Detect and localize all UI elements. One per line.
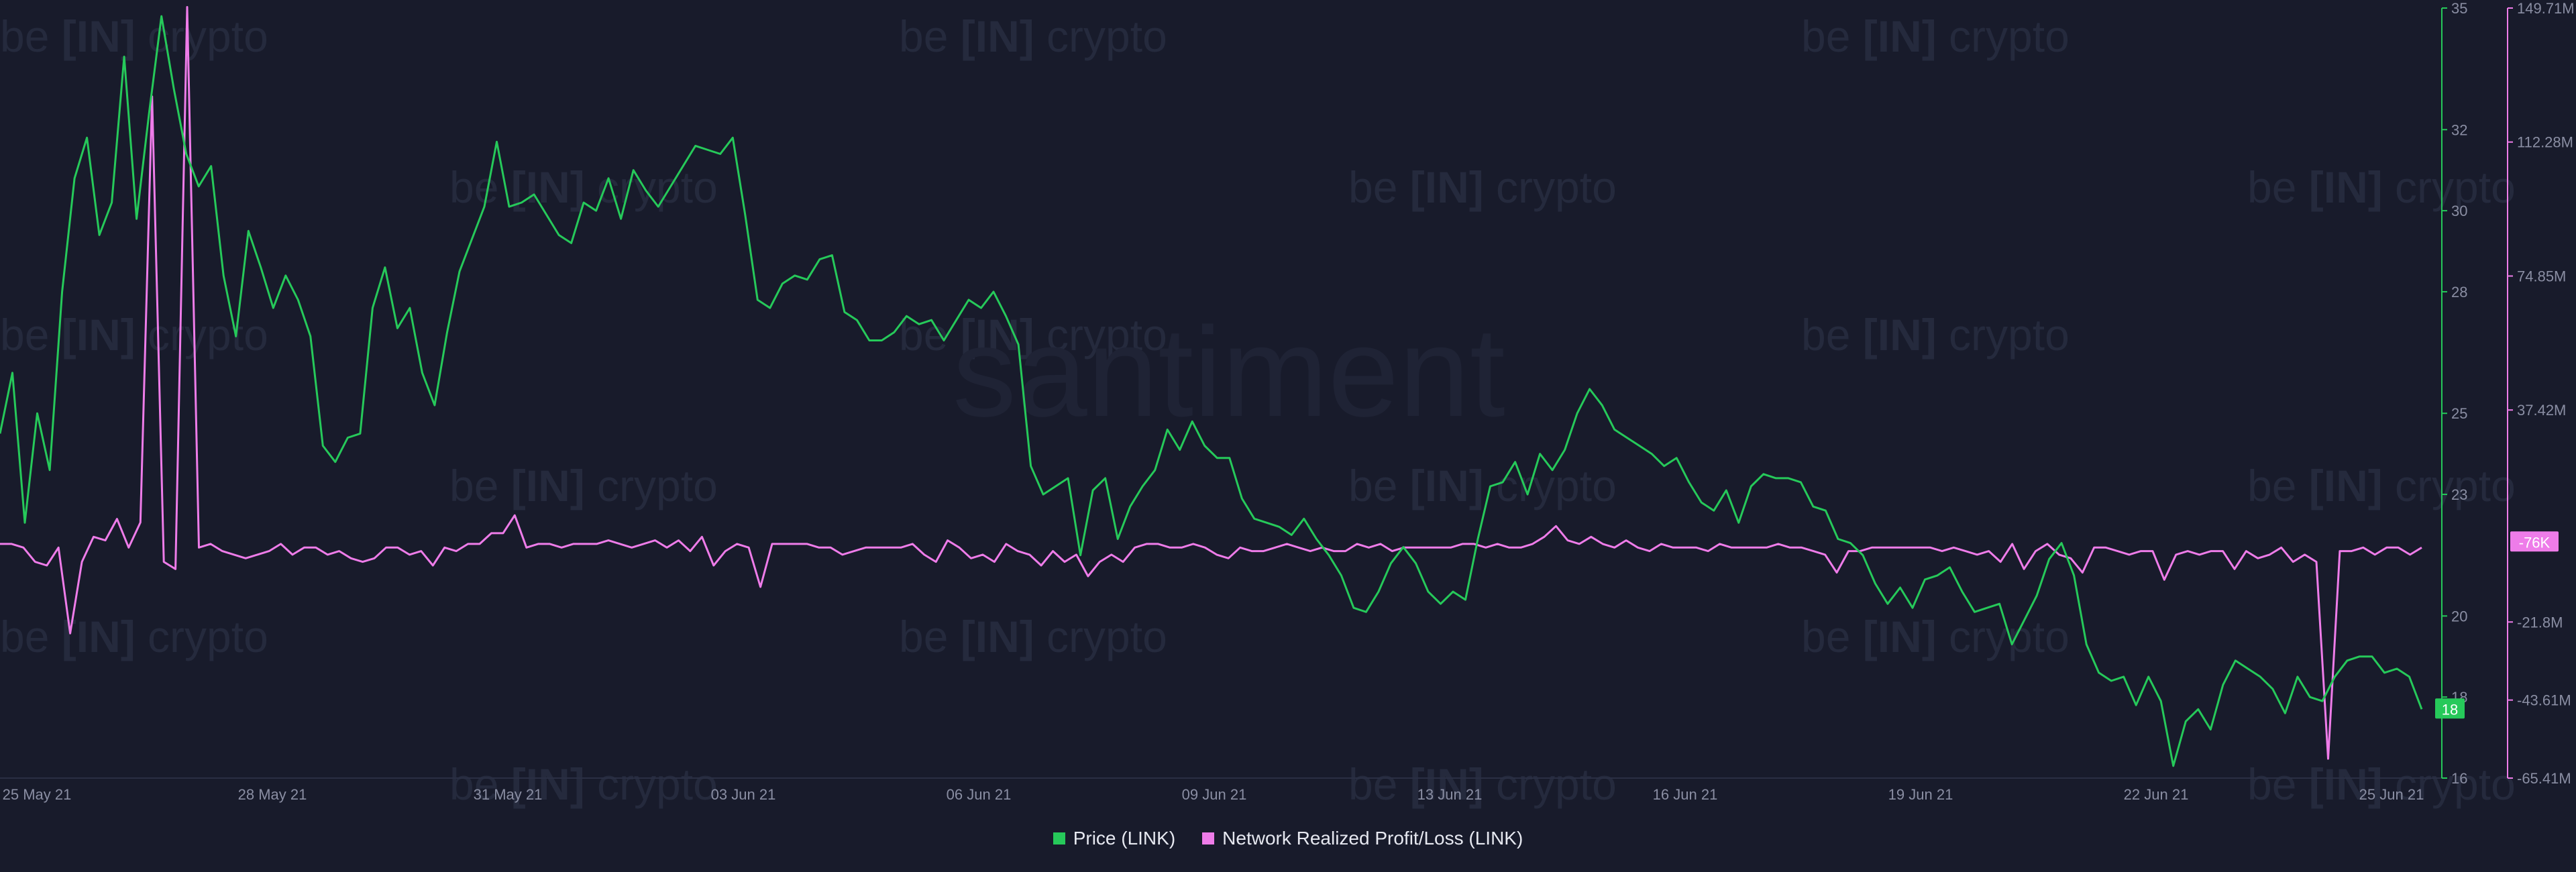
price-axis-tick-label: 20 <box>2451 608 2467 624</box>
price-axis-tick-label: 23 <box>2451 486 2467 503</box>
x-axis-tick-label: 06 Jun 21 <box>947 786 1012 803</box>
watermark-brand: be [IN] crypto <box>899 612 1167 661</box>
watermark-brand: be [IN] crypto <box>1801 310 2070 360</box>
x-axis-tick-label: 25 May 21 <box>3 786 72 803</box>
legend-label-nrpl: Network Realized Profit/Loss (LINK) <box>1222 828 1523 849</box>
legend-swatch-nrpl <box>1202 832 1215 844</box>
x-axis-tick-label: 31 May 21 <box>474 786 543 803</box>
watermark-brand: be [IN] crypto <box>899 11 1167 61</box>
legend-item-price[interactable]: Price (LINK) <box>1053 828 1175 849</box>
watermark-brand: be [IN] crypto <box>1801 612 2070 661</box>
watermark-brand: be [IN] crypto <box>1348 759 1617 809</box>
price-last-value-badge-text: 18 <box>2442 701 2458 718</box>
series-layer <box>0 6 2423 767</box>
labels-layer: 18 -76K <box>2435 531 2559 719</box>
watermark-brand: be [IN] crypto <box>449 759 718 809</box>
watermark-center: santiment <box>953 301 1505 443</box>
watermark-brand: be [IN] crypto <box>1801 11 2070 61</box>
series-line-nrpl <box>0 6 2422 760</box>
watermark-brand: be [IN] crypto <box>899 310 1167 360</box>
watermark-brand: be [IN] crypto <box>2247 461 2516 510</box>
legend-label-price: Price (LINK) <box>1073 828 1176 849</box>
watermark-brand: be [IN] crypto <box>0 310 268 360</box>
legend-swatch-price <box>1053 832 1065 844</box>
x-axis-tick-label: 16 Jun 21 <box>1653 786 1718 803</box>
x-axis-tick-label: 19 Jun 21 <box>1888 786 1953 803</box>
watermark-brand: be [IN] crypto <box>2247 759 2516 809</box>
chart-legend: Price (LINK) Network Realized Profit/Los… <box>0 825 2576 852</box>
nrpl-axis-tick-label: 112.28M <box>2517 134 2573 151</box>
watermark-brand: be [IN] crypto <box>1348 461 1617 510</box>
x-axis-tick-label: 22 Jun 21 <box>2124 786 2189 803</box>
price-last-value-badge-bg <box>2435 698 2465 719</box>
nrpl-axis-tick-label: 149.71M <box>2517 0 2575 17</box>
axes-layer: 35 32 30 28 25 23 20 18 16 149.71M 112.28M 74.85M 37… <box>0 0 2575 803</box>
nrpl-last-value-badge-text: -76K <box>2519 534 2551 551</box>
x-axis-tick-label: 13 Jun 21 <box>1417 786 1483 803</box>
x-axis-tick-label: 09 Jun 21 <box>1182 786 1247 803</box>
x-axis-tick-label: 28 May 21 <box>238 786 307 803</box>
watermark-brand: be [IN] crypto <box>0 612 268 661</box>
price-axis-tick-label: 28 <box>2451 284 2467 301</box>
nrpl-last-value-badge: -76K <box>2510 531 2559 552</box>
nrpl-axis-tick-label: -43.61M <box>2517 692 2571 709</box>
watermark-brand: be [IN] crypto <box>0 11 268 61</box>
x-axis-tick-label: 25 Jun 21 <box>2359 786 2424 803</box>
x-axis-tick-label: 03 Jun 21 <box>711 786 776 803</box>
watermark-brand: be [IN] crypto <box>449 162 718 212</box>
price-axis-tick-label: 35 <box>2451 0 2467 17</box>
nrpl-axis-tick-label: 37.42M <box>2517 402 2566 419</box>
watermark-brand: be [IN] crypto <box>1348 162 1617 212</box>
price-axis-tick-label: 32 <box>2451 121 2467 138</box>
nrpl-axis-tick-label: -65.41M <box>2517 770 2571 787</box>
series-line-price <box>0 15 2423 767</box>
watermark-brand: be [IN] crypto <box>2247 162 2516 212</box>
legend-item-nrpl[interactable]: Network Realized Profit/Loss (LINK) <box>1202 828 1523 849</box>
price-axis-tick-label: 16 <box>2451 770 2467 787</box>
watermark-brand: be [IN] crypto <box>449 461 718 510</box>
price-axis-tick-label: 30 <box>2451 203 2467 219</box>
watermark-layer: be [IN] crypto be [IN] crypto be [IN] cryp… <box>0 11 2516 809</box>
price-last-value-badge: 18 <box>2435 698 2465 719</box>
price-axis-tick-label: 25 <box>2451 405 2467 422</box>
nrpl-axis-tick-label: 74.85M <box>2517 268 2566 284</box>
nrpl-axis-tick-label: -21.8M <box>2517 614 2563 631</box>
nrpl-last-value-badge-bg <box>2510 531 2559 552</box>
